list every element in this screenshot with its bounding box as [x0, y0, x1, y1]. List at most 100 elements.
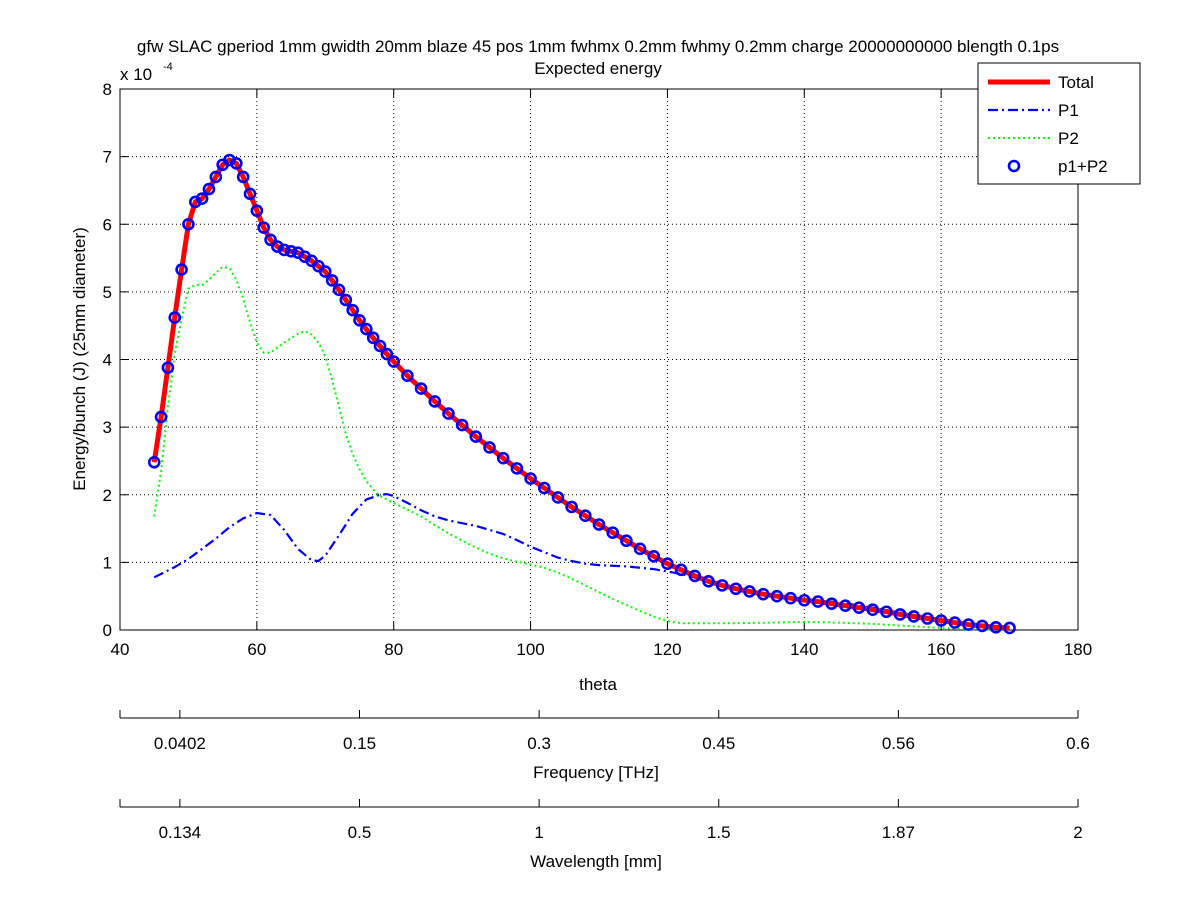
series-p1p2-marker	[277, 243, 291, 257]
series-p1p2-marker	[243, 187, 257, 201]
plot-frame	[119, 88, 1079, 631]
series-p1p2-marker	[223, 153, 236, 167]
series-p1p2-marker	[496, 451, 510, 465]
x-tick-label: 140	[790, 640, 818, 659]
y-tick-label: 8	[103, 80, 112, 99]
y-tick-label: 6	[103, 215, 112, 234]
series-p1p2-marker	[756, 587, 770, 601]
wavelength-axis: 0.134 0.5 1 1.5 1.87 2 Wavelength [mm]	[119, 799, 1083, 871]
series-p1p2-marker	[633, 542, 647, 556]
frequency-axis: 0.0402 0.15 0.3 0.45 0.56 0.6 Frequency [THz]	[119, 710, 1090, 782]
x-tick-label: 80	[384, 640, 403, 659]
series-p1p2-marker	[366, 331, 380, 345]
chart-title: gfw SLAC gperiod 1mm gwidth 20mm blaze 4…	[137, 37, 1059, 56]
series-p1p2-marker	[188, 195, 202, 209]
x-tick-label: 180	[1064, 640, 1092, 659]
series-p1p2-marker	[257, 221, 271, 234]
series-p1p2-marker	[380, 347, 394, 361]
series-p1p2-marker	[620, 534, 633, 548]
chart-subtitle: Expected energy	[534, 59, 662, 78]
legend-p2-label: P2	[1058, 129, 1079, 148]
series-p1p2-marker	[866, 603, 880, 617]
secondary-axis-label: Wavelength [mm]	[530, 852, 662, 871]
series-p1p2-marker	[880, 605, 893, 619]
secondary-axis-tick-label: 0.0402	[154, 734, 206, 753]
x-tick-label: 100	[516, 640, 544, 659]
secondary-axis-tick-label: 0.134	[159, 823, 202, 842]
series-p1p2-marker	[325, 274, 339, 287]
secondary-axis-tick-label: 0.5	[348, 823, 372, 842]
legend-total-label: Total	[1058, 73, 1094, 92]
y-tick-label: 7	[103, 148, 112, 167]
secondary-axis-tick-label: 0.56	[882, 734, 915, 753]
y-tick-label: 0	[103, 621, 112, 640]
series-p1p2-marker	[852, 601, 866, 614]
series-p1p2-marker	[743, 585, 756, 598]
series-p1p2-marker	[661, 557, 674, 571]
series-p1p2-marker	[442, 407, 455, 420]
series-p1p2-marker	[839, 599, 852, 612]
series-p1p2-marker	[161, 361, 175, 374]
secondary-axis-tick-label: 2	[1073, 823, 1082, 842]
series-p1p2-marker	[318, 265, 332, 278]
series-p1p2-marker	[230, 157, 243, 170]
series-p1p2-marker	[702, 575, 715, 588]
series-p1p2-marker	[647, 549, 661, 563]
series-p1p2-marker	[921, 612, 934, 625]
series-p1p2-marker	[606, 526, 619, 539]
y-axis-label: Energy/bunch (J) (25mm diameter)	[70, 227, 89, 491]
series-p1p2-marker	[346, 303, 359, 317]
series-layer	[147, 153, 1016, 635]
y-scale-label: x 10	[120, 65, 152, 84]
series-p1p2-marker	[147, 455, 161, 469]
y-tick-label: 4	[103, 351, 112, 370]
series-p1p2-marker	[510, 462, 524, 475]
series-p1p2-marker	[1003, 621, 1016, 635]
y-scale-factor: x 10 -4	[120, 61, 173, 84]
secondary-axis-tick-label: 1.5	[707, 823, 731, 842]
secondary-axis-label: Frequency [THz]	[533, 763, 659, 782]
x-tick-label: 60	[247, 640, 266, 659]
x-tick-label: 40	[111, 640, 130, 659]
y-scale-exponent: -4	[163, 61, 173, 73]
series-p1p2-marker	[989, 620, 1003, 634]
y-tick-label: 3	[103, 418, 112, 437]
series-p1p2-marker	[428, 395, 442, 408]
series-p1p2-marker	[414, 382, 428, 395]
series-p1p2-marker	[401, 369, 414, 383]
series-p1p2-marker	[962, 618, 975, 631]
series-p1p2-marker	[455, 418, 469, 432]
series-p1p2-marker	[339, 293, 353, 307]
legend-p1p2-swatch	[1007, 159, 1021, 173]
series-p1p2-marker	[373, 339, 387, 353]
series-p1p2-marker	[948, 616, 962, 629]
series-p1p2-marker	[579, 509, 592, 523]
series-p1p2-marker	[353, 313, 366, 327]
x-tick-label: 160	[927, 640, 955, 659]
series-p1p2-marker	[784, 591, 797, 605]
series-p1p2-marker	[175, 263, 188, 276]
series-p1p2-marker	[975, 619, 989, 633]
secondary-axis-tick-label: 0.45	[702, 734, 735, 753]
series-p1p2-marker	[236, 170, 250, 184]
y-tick-label: 1	[103, 553, 112, 572]
series-p1p2-marker	[264, 233, 277, 247]
series-p1p2-marker	[271, 240, 284, 253]
x-axis-label: theta	[579, 675, 617, 694]
series-p1p2-marker	[797, 593, 811, 607]
secondary-axis-tick-label: 1	[534, 823, 543, 842]
series-p1p2-marker	[551, 491, 565, 504]
series-p1p2-marker	[770, 589, 784, 603]
series-p1p2-marker	[483, 441, 496, 454]
series-p1p2-marker	[360, 322, 373, 336]
series-p1p2-marker	[715, 579, 729, 592]
legend: Total P1 P2 p1+P2	[977, 62, 1141, 185]
series-p1p2-marker	[202, 182, 216, 196]
legend-p1p2-label: p1+P2	[1058, 157, 1108, 176]
secondary-axis-tick-label: 1.87	[882, 823, 915, 842]
series-p1p2-marker	[934, 614, 948, 627]
series-p1p2-marker	[154, 410, 168, 424]
legend-p1-label: P1	[1058, 101, 1079, 120]
secondary-axis-tick-label: 0.3	[527, 734, 551, 753]
